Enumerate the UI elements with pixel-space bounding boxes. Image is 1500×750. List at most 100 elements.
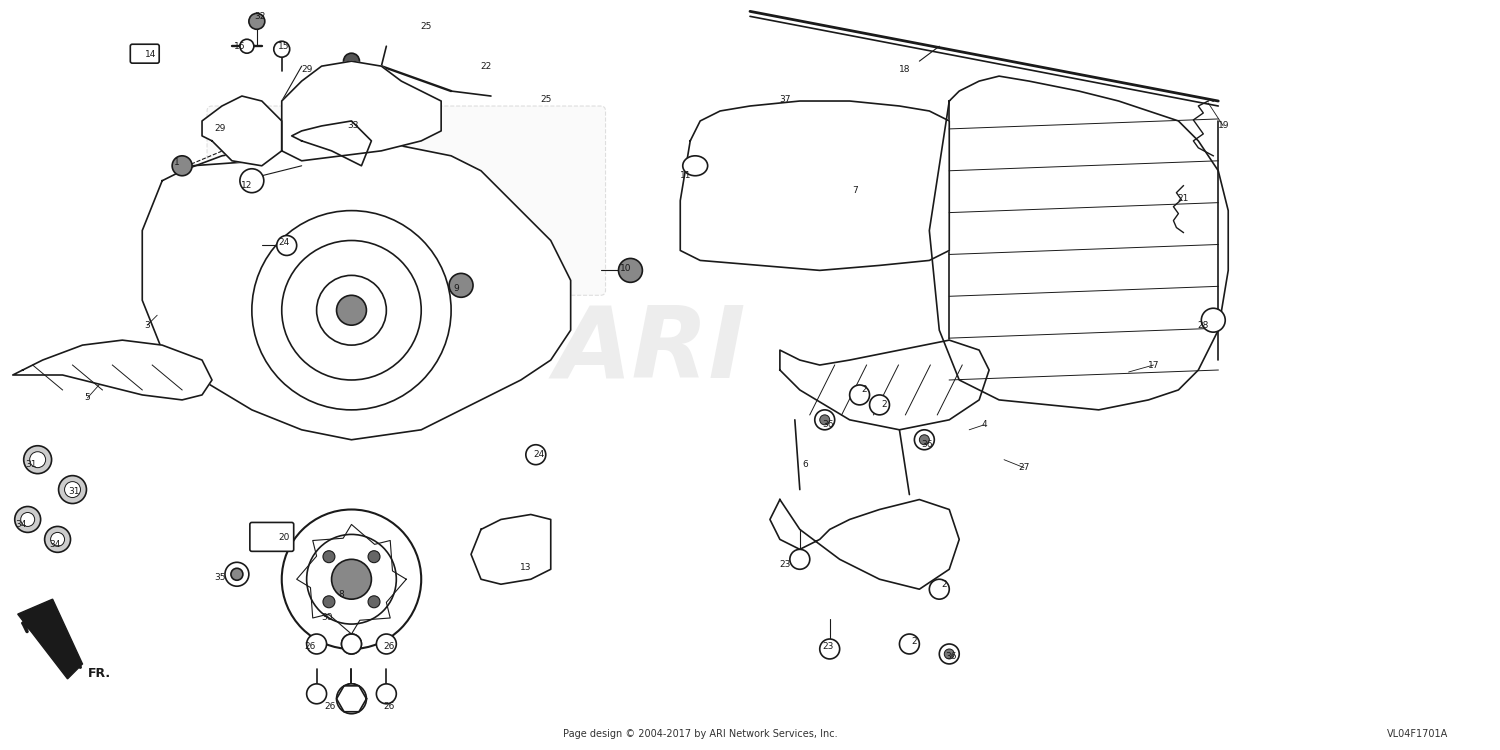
Polygon shape	[202, 96, 282, 166]
Text: 16: 16	[234, 42, 246, 51]
Text: 23: 23	[778, 560, 790, 568]
Polygon shape	[282, 62, 441, 160]
Circle shape	[64, 482, 81, 497]
Text: 9: 9	[453, 284, 459, 292]
Text: 25: 25	[540, 94, 552, 104]
Text: 26: 26	[324, 702, 336, 711]
Polygon shape	[291, 121, 372, 166]
Text: 24: 24	[278, 238, 290, 247]
Text: 1: 1	[174, 158, 180, 167]
Ellipse shape	[682, 156, 708, 176]
Circle shape	[274, 41, 290, 57]
Text: 37: 37	[778, 94, 790, 104]
Circle shape	[231, 568, 243, 580]
Text: 30: 30	[321, 613, 333, 622]
Circle shape	[342, 634, 362, 654]
Text: 22: 22	[480, 62, 492, 70]
FancyBboxPatch shape	[207, 106, 606, 296]
Text: 15: 15	[278, 42, 290, 51]
Text: 36: 36	[921, 440, 933, 449]
Circle shape	[342, 634, 362, 654]
Text: 2: 2	[862, 386, 867, 394]
Circle shape	[336, 296, 366, 326]
Circle shape	[282, 509, 422, 649]
Circle shape	[172, 156, 192, 176]
Text: 31: 31	[26, 460, 36, 470]
Circle shape	[819, 415, 830, 424]
Text: 20: 20	[278, 533, 290, 542]
Circle shape	[376, 634, 396, 654]
Circle shape	[342, 684, 362, 703]
Circle shape	[24, 446, 51, 474]
Circle shape	[240, 169, 264, 193]
Circle shape	[368, 550, 380, 562]
Text: 26: 26	[384, 702, 394, 711]
Circle shape	[618, 259, 642, 282]
Text: 12: 12	[242, 182, 252, 190]
Text: VL04F1701A: VL04F1701A	[1388, 729, 1448, 739]
Circle shape	[815, 410, 834, 430]
Text: 10: 10	[620, 264, 632, 273]
Circle shape	[249, 13, 266, 29]
Polygon shape	[681, 101, 950, 271]
Circle shape	[900, 634, 920, 654]
Circle shape	[230, 114, 254, 138]
Circle shape	[45, 526, 70, 552]
Text: 11: 11	[680, 171, 692, 180]
FancyArrowPatch shape	[22, 623, 81, 668]
Circle shape	[939, 644, 958, 664]
Text: 23: 23	[822, 643, 834, 652]
Text: 29: 29	[302, 64, 312, 74]
Circle shape	[322, 596, 334, 608]
Text: 25: 25	[420, 22, 432, 31]
Circle shape	[15, 506, 40, 532]
Circle shape	[21, 512, 34, 526]
Polygon shape	[770, 500, 958, 590]
Text: 6: 6	[802, 460, 807, 470]
Circle shape	[322, 550, 334, 562]
Text: 8: 8	[339, 590, 345, 598]
Text: 3: 3	[144, 321, 150, 330]
Circle shape	[342, 684, 362, 703]
Circle shape	[282, 241, 422, 380]
Text: 34: 34	[15, 520, 27, 529]
Text: 18: 18	[898, 64, 910, 74]
Polygon shape	[142, 141, 570, 440]
FancyBboxPatch shape	[251, 523, 294, 551]
Polygon shape	[930, 76, 1228, 410]
Text: 36: 36	[945, 652, 957, 662]
Circle shape	[870, 395, 889, 415]
FancyBboxPatch shape	[130, 44, 159, 63]
Circle shape	[336, 684, 366, 714]
Text: 27: 27	[1019, 464, 1029, 472]
Text: 33: 33	[348, 122, 358, 130]
Text: 26: 26	[304, 643, 315, 652]
Text: 17: 17	[1148, 361, 1160, 370]
Polygon shape	[12, 340, 211, 400]
Polygon shape	[471, 514, 550, 584]
Circle shape	[316, 275, 387, 345]
Circle shape	[278, 236, 297, 256]
Text: 7: 7	[852, 186, 858, 195]
Circle shape	[945, 649, 954, 659]
Circle shape	[240, 39, 254, 53]
Circle shape	[448, 274, 472, 297]
Circle shape	[1202, 308, 1225, 332]
Circle shape	[376, 684, 396, 703]
Circle shape	[306, 535, 396, 624]
Circle shape	[920, 435, 930, 445]
Text: 4: 4	[981, 420, 987, 429]
Circle shape	[225, 562, 249, 586]
Text: 26: 26	[384, 643, 394, 652]
Text: 29: 29	[214, 124, 225, 134]
Text: FR.: FR.	[87, 668, 111, 680]
Text: 31: 31	[69, 487, 81, 496]
Polygon shape	[18, 599, 82, 679]
Text: 28: 28	[1197, 321, 1209, 330]
Circle shape	[252, 211, 452, 410]
Text: 13: 13	[520, 562, 531, 572]
Text: 24: 24	[532, 450, 544, 459]
Text: 21: 21	[1178, 194, 1190, 203]
Circle shape	[344, 53, 360, 69]
Circle shape	[368, 596, 380, 608]
